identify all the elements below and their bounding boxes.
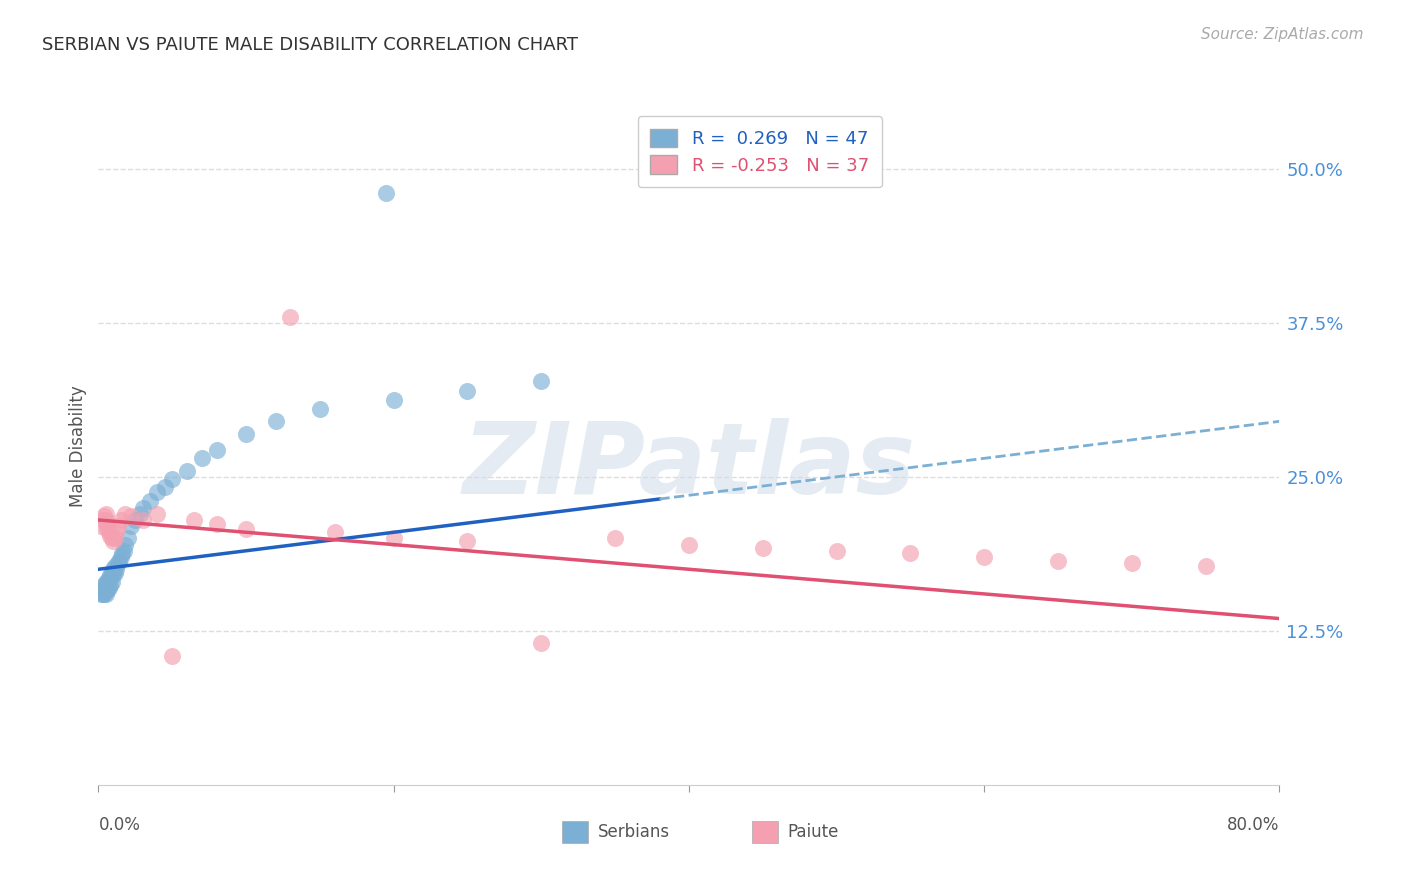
Point xyxy=(94,574,117,589)
Point xyxy=(1195,558,1218,573)
Point xyxy=(103,568,125,582)
Point xyxy=(153,480,176,494)
Point xyxy=(235,522,257,536)
Point xyxy=(205,442,228,457)
Point xyxy=(108,554,131,568)
Point xyxy=(1046,554,1070,568)
Point xyxy=(96,583,118,598)
Point xyxy=(93,587,115,601)
Point xyxy=(114,538,136,552)
Point xyxy=(900,546,922,560)
Point xyxy=(176,464,198,478)
Point xyxy=(117,532,139,546)
Text: 80.0%: 80.0% xyxy=(1227,816,1279,834)
Point xyxy=(93,578,115,592)
Text: ZIPatlas: ZIPatlas xyxy=(463,417,915,515)
Point xyxy=(98,578,121,592)
Point xyxy=(96,516,118,531)
Point xyxy=(97,571,120,585)
Point xyxy=(97,581,120,595)
Point xyxy=(93,583,115,598)
Point xyxy=(96,574,118,589)
Point xyxy=(382,532,405,546)
Point xyxy=(752,541,775,556)
Point xyxy=(132,513,155,527)
Point xyxy=(93,509,115,524)
Point xyxy=(120,519,142,533)
Point xyxy=(120,509,142,524)
Point xyxy=(107,519,129,533)
Point xyxy=(162,472,183,486)
Point xyxy=(183,513,205,527)
Point xyxy=(205,516,228,531)
Point xyxy=(825,543,848,558)
Point xyxy=(605,532,627,546)
Point xyxy=(128,507,150,521)
Point xyxy=(1121,556,1143,570)
Text: SERBIAN VS PAIUTE MALE DISABILITY CORRELATION CHART: SERBIAN VS PAIUTE MALE DISABILITY CORREL… xyxy=(42,36,578,54)
Point xyxy=(100,574,122,589)
Point xyxy=(124,513,146,527)
Point xyxy=(973,549,995,564)
Point xyxy=(91,513,114,527)
Legend: R =  0.269   N = 47, R = -0.253   N = 37: R = 0.269 N = 47, R = -0.253 N = 37 xyxy=(638,116,882,187)
Point xyxy=(139,494,162,508)
Text: 0.0%: 0.0% xyxy=(98,816,141,834)
Point xyxy=(90,587,112,601)
Point xyxy=(678,538,700,552)
Point xyxy=(98,529,121,543)
Point xyxy=(105,562,128,576)
Point xyxy=(382,393,405,408)
Point xyxy=(100,566,122,580)
Point xyxy=(264,414,287,428)
Point xyxy=(104,566,127,580)
Point xyxy=(375,186,398,201)
Point xyxy=(104,558,127,573)
Point xyxy=(94,507,117,521)
Point xyxy=(530,374,553,388)
Point xyxy=(103,533,125,548)
Point xyxy=(457,533,479,548)
Point xyxy=(100,532,122,546)
Point xyxy=(146,507,169,521)
Point xyxy=(235,426,257,441)
Text: Source: ZipAtlas.com: Source: ZipAtlas.com xyxy=(1201,27,1364,42)
Point xyxy=(91,587,114,601)
Point xyxy=(114,507,136,521)
Point xyxy=(162,648,183,663)
Point xyxy=(97,525,120,540)
Point xyxy=(530,636,553,650)
Point xyxy=(110,549,132,564)
Point xyxy=(132,500,155,515)
Point xyxy=(94,587,117,601)
Point xyxy=(91,581,114,595)
Point xyxy=(94,513,117,527)
Point xyxy=(191,451,214,466)
Point xyxy=(111,546,134,560)
Point xyxy=(103,562,125,576)
Text: Paiute: Paiute xyxy=(787,823,839,841)
Point xyxy=(94,581,117,595)
Point xyxy=(105,525,128,540)
Point xyxy=(112,543,135,558)
Point xyxy=(146,484,169,499)
Point xyxy=(90,519,112,533)
Point xyxy=(110,513,132,527)
Point xyxy=(107,556,129,570)
Point xyxy=(323,525,346,540)
Y-axis label: Male Disability: Male Disability xyxy=(69,385,87,507)
Point xyxy=(96,522,118,536)
Point xyxy=(98,568,121,582)
Point xyxy=(280,310,302,324)
Point xyxy=(309,402,332,417)
Point xyxy=(104,532,127,546)
Point xyxy=(457,384,479,398)
Text: Serbians: Serbians xyxy=(598,823,669,841)
